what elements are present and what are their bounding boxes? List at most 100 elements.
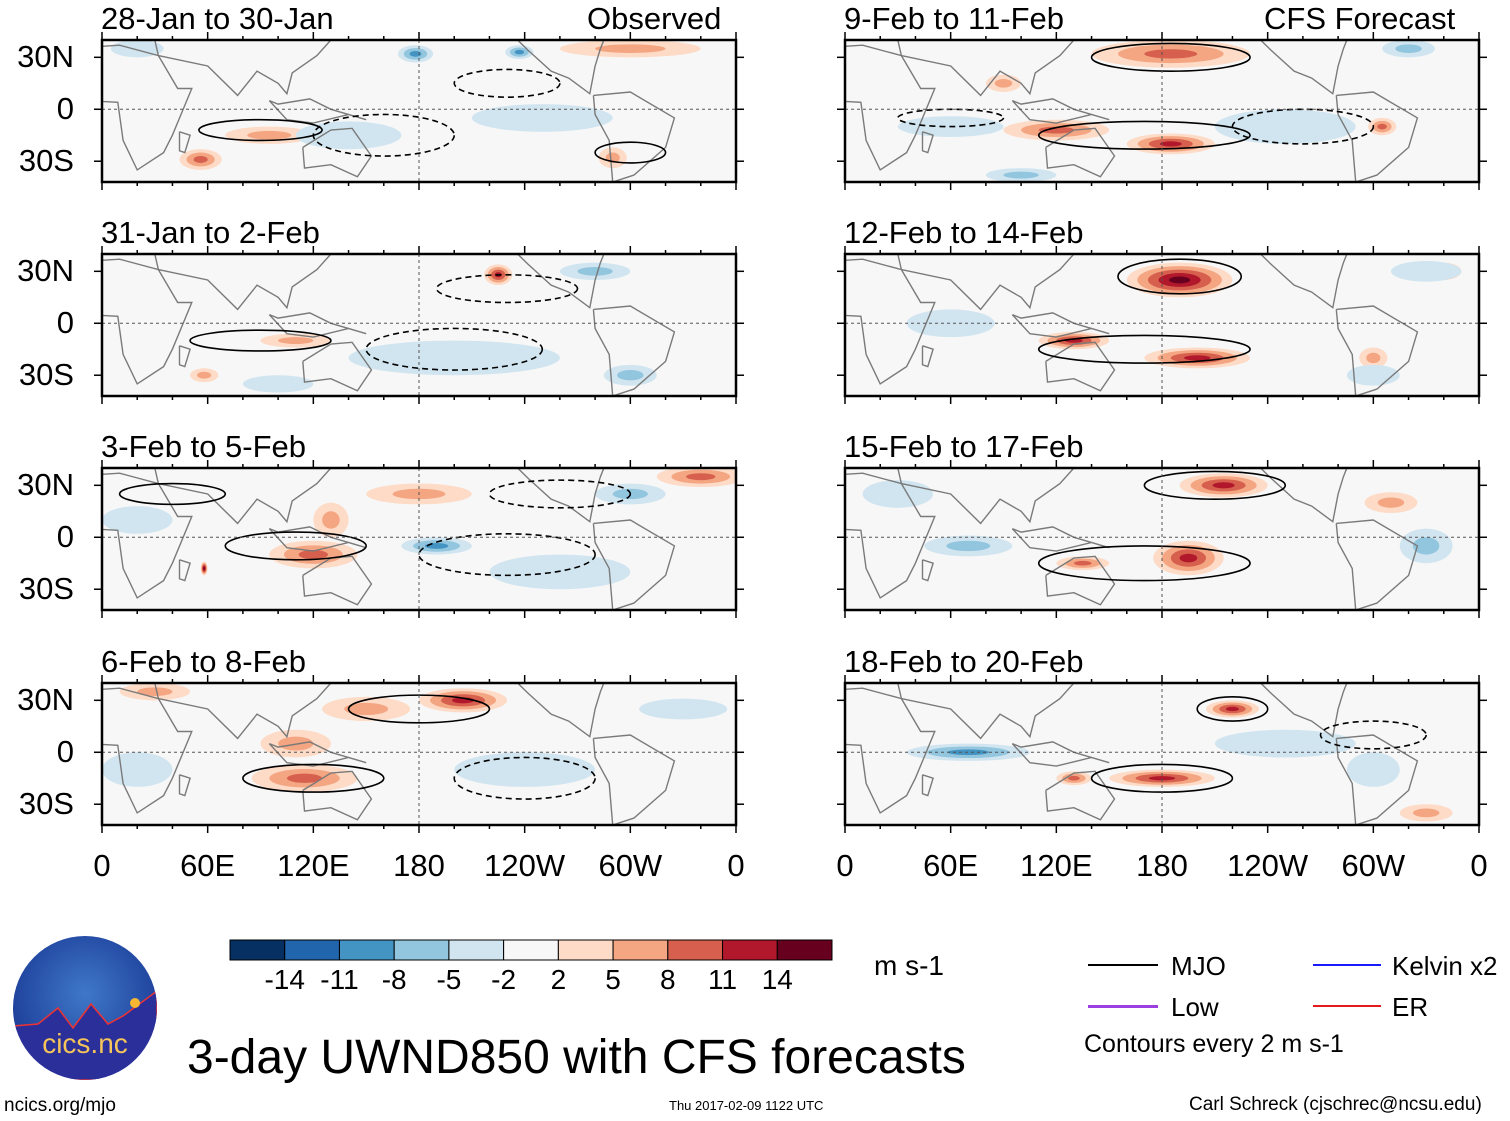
- coastline: [921, 559, 934, 582]
- coastline: [102, 258, 193, 385]
- coastline: [897, 40, 1075, 97]
- lat-label: 30S: [18, 143, 74, 179]
- westerly-anomaly-blob: [1159, 141, 1182, 147]
- westerly-anomaly-blob: [1412, 808, 1440, 818]
- coastline: [897, 683, 1075, 740]
- coastline: [845, 44, 936, 171]
- coastline: [1259, 468, 1348, 523]
- mjo-contour-positive: [118, 482, 227, 506]
- coastline: [1335, 519, 1419, 610]
- colorbar-swatch: [612, 939, 669, 961]
- mjo-contour-negative: [488, 479, 632, 509]
- coastline: [268, 312, 367, 338]
- coastline: [268, 741, 367, 767]
- timestamp: Thu 2017-02-09 1122 UTC: [669, 1098, 824, 1113]
- contour-note: Contours every 2 m s-1: [1084, 1030, 1344, 1058]
- mjo-contour-positive: [242, 763, 385, 793]
- lon-label: 60E: [923, 848, 979, 883]
- author-credit: Carl Schreck (cjschrec@ncsu.edu): [1189, 1094, 1482, 1115]
- mjo-contour-positive: [1037, 545, 1251, 582]
- lon-label: 60W: [598, 848, 663, 883]
- coastline: [1335, 734, 1419, 825]
- westerly-anomaly-blob: [1068, 775, 1080, 781]
- mountain-icon: [13, 990, 157, 1080]
- westerly-anomaly-blob: [686, 473, 716, 481]
- easterly-anomaly-blob: [1003, 171, 1039, 179]
- coastline: [1335, 91, 1419, 182]
- logo-text: cics.nc: [42, 1028, 128, 1059]
- mjo-contour-negative: [897, 108, 1005, 128]
- easterly-anomaly-blob: [102, 506, 173, 534]
- coastline: [592, 519, 676, 610]
- coastline: [845, 258, 936, 385]
- cics-logo: cics.nc: [13, 936, 157, 1080]
- map-panel: [94, 32, 744, 190]
- panel-title: 3-Feb to 5-Feb: [101, 429, 307, 464]
- coastline: [154, 468, 332, 525]
- easterly-anomaly-blob: [1214, 729, 1356, 758]
- easterly-anomaly-blob: [242, 375, 314, 393]
- mjo-contour-negative: [312, 113, 456, 157]
- westerly-anomaly-blob: [595, 44, 666, 53]
- map-panel: [94, 675, 744, 833]
- panel-title: 18-Feb to 20-Feb: [844, 644, 1084, 679]
- map-panel: [837, 460, 1487, 618]
- lat-label: 30S: [18, 786, 74, 822]
- coastline: [102, 472, 193, 599]
- coastline: [592, 305, 676, 396]
- coastline: [897, 254, 1075, 311]
- panel-title: 15-Feb to 17-Feb: [844, 429, 1084, 464]
- map-panel: [94, 246, 744, 404]
- map-panel: [837, 32, 1487, 190]
- figure-title: 3-day UWND850 with CFS forecasts: [187, 1031, 966, 1084]
- colorbar-swatch: [667, 939, 724, 961]
- coastline: [178, 345, 191, 368]
- coastline: [897, 468, 1075, 525]
- lon-label: 180: [1136, 848, 1188, 883]
- coastline: [102, 687, 193, 814]
- lat-label: 0: [56, 734, 74, 770]
- mjo-contour-positive: [198, 118, 323, 142]
- colorbar-label: -11: [320, 964, 359, 995]
- colorbar-swatch: [557, 939, 614, 961]
- coastline: [516, 683, 605, 738]
- mjo-contour-negative: [435, 273, 579, 304]
- lon-label: 0: [836, 848, 854, 883]
- westerly-anomaly-blob: [1073, 560, 1092, 566]
- panel-title: 12-Feb to 14-Feb: [844, 215, 1084, 250]
- website-link[interactable]: ncics.org/mjo: [4, 1095, 116, 1116]
- mjo-contour-negative: [365, 327, 544, 371]
- coastline: [154, 254, 332, 311]
- coastline: [592, 734, 676, 825]
- lat-label: 30N: [17, 682, 74, 718]
- coastline: [1011, 741, 1110, 767]
- colorbar-swatch: [229, 939, 286, 961]
- map-background: [102, 683, 736, 825]
- coastline: [178, 559, 191, 582]
- mjo-contour-positive: [1196, 696, 1269, 722]
- coastline: [302, 770, 373, 821]
- coastline: [1045, 341, 1116, 392]
- colorbar-label: 14: [761, 964, 793, 995]
- lon-label: 0: [727, 848, 745, 883]
- colorbar-swatch: [776, 939, 833, 961]
- mjo-contour-positive: [224, 531, 367, 561]
- coastline: [154, 683, 332, 740]
- westerly-anomaly-blob: [298, 549, 329, 560]
- lat-label: 30N: [17, 39, 74, 75]
- coastline: [1011, 98, 1110, 124]
- colorbar-label: 8: [660, 964, 676, 995]
- westerly-anomaly-blob: [1225, 706, 1240, 712]
- westerly-anomaly-blob: [1377, 497, 1405, 508]
- coastline: [1335, 305, 1419, 396]
- coastline: [516, 40, 605, 95]
- coastline: [516, 254, 605, 309]
- legend-kelvin: Kelvin x2: [1392, 951, 1498, 981]
- panel-title: 9-Feb to 11-Feb: [844, 1, 1064, 36]
- map-panel: [94, 460, 744, 618]
- easterly-anomaly-blob: [1395, 44, 1422, 53]
- mjo-contour-negative: [453, 68, 561, 98]
- lat-label: 30S: [18, 357, 74, 393]
- coastline: [1259, 683, 1348, 738]
- lon-label: 60E: [180, 848, 236, 883]
